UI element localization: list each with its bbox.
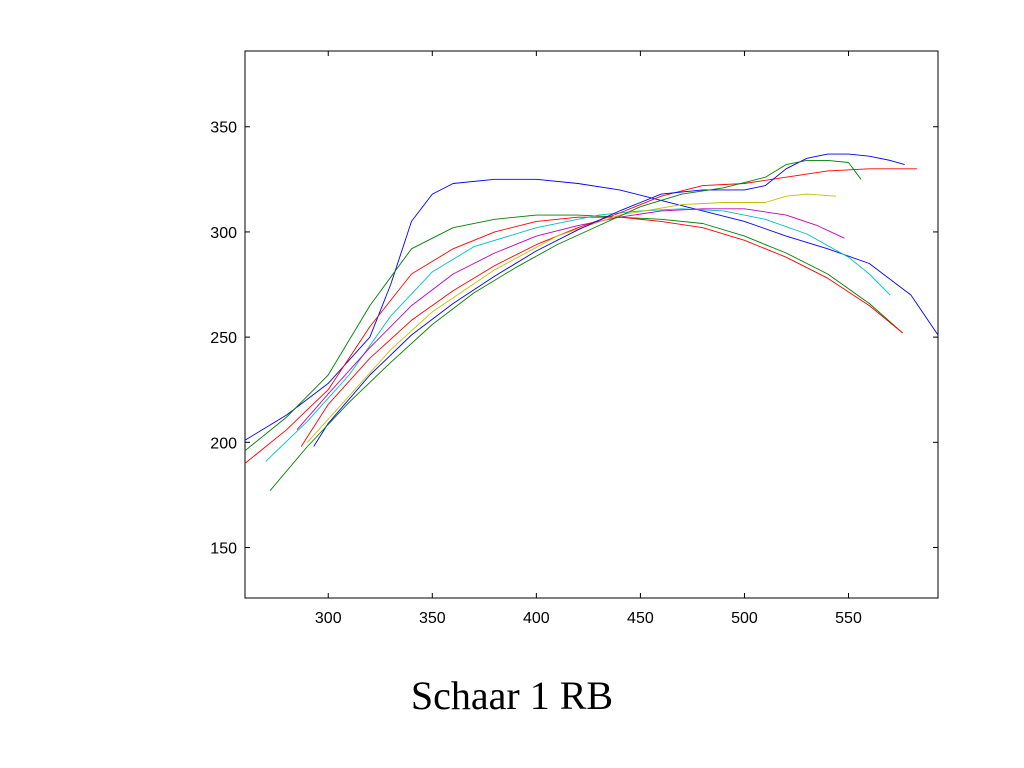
slide-caption: Schaar 1 RB xyxy=(410,673,614,718)
series-line-6 xyxy=(300,168,918,447)
series-line-4 xyxy=(265,208,891,462)
x-tick-label: 550 xyxy=(835,610,862,627)
y-tick-label: 150 xyxy=(210,541,237,558)
x-tick-label: 450 xyxy=(627,610,654,627)
y-tick-label: 350 xyxy=(210,120,237,137)
series-line-9 xyxy=(269,159,862,491)
series-lines xyxy=(244,153,939,491)
series-line-2 xyxy=(244,214,903,452)
plot-frame xyxy=(244,50,939,599)
y-tick-label: 300 xyxy=(210,225,237,242)
y-tick-label: 200 xyxy=(210,435,237,452)
x-tick-label: 300 xyxy=(315,610,342,627)
axis-ticks xyxy=(245,51,938,598)
tick-labels: 300 350 400 450 500 550 150 200 250 300 350 xyxy=(210,120,862,627)
series-line-7 xyxy=(307,193,837,443)
series-line-3 xyxy=(244,216,903,464)
x-tick-label: 350 xyxy=(419,610,446,627)
x-tick-label: 400 xyxy=(523,610,550,627)
series-line-8 xyxy=(313,153,905,447)
x-tick-label: 500 xyxy=(731,610,758,627)
series-line-5 xyxy=(296,208,845,430)
series-line-1 xyxy=(244,178,939,441)
y-tick-label: 250 xyxy=(210,330,237,347)
